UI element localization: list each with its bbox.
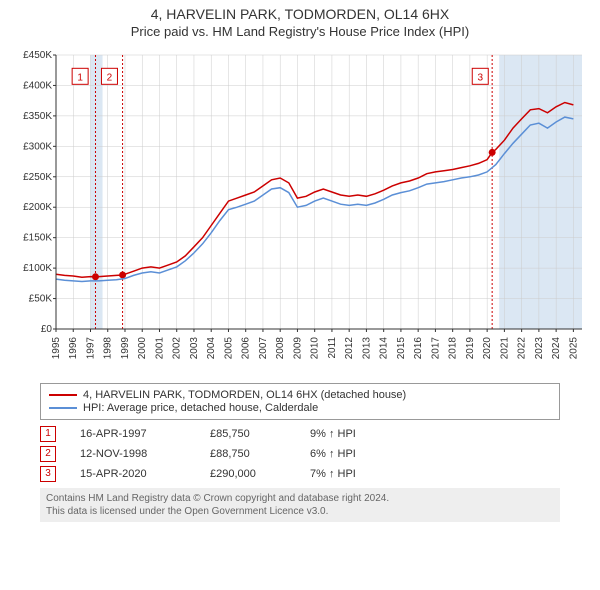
x-tick-label: 2016 [413,337,424,360]
chart-marker-num: 1 [77,72,83,83]
x-tick-label: 2015 [396,337,407,360]
x-tick-label: 2021 [499,337,510,360]
y-tick-label: £250K [23,172,52,183]
x-tick-label: 2012 [344,337,355,360]
legend-label: 4, HARVELIN PARK, TODMORDEN, OL14 6HX (d… [83,389,406,401]
x-tick-label: 2005 [223,337,234,360]
sale-dot [489,149,496,156]
marker-row: 2 12-NOV-1998£88,7506% ↑ HPI [40,444,560,464]
marker-delta: 7% ↑ HPI [310,468,430,480]
marker-badge: 2 [40,446,56,462]
y-tick-label: £400K [23,80,52,91]
x-tick-label: 2006 [241,337,252,360]
chart-svg: £0 £50K £100K £150K £200K £250K £300K £350K £400… [10,47,590,377]
attribution: Contains HM Land Registry data © Crown c… [40,488,560,522]
x-tick-label: 2010 [310,337,321,360]
x-tick-label: 2025 [568,337,579,360]
marker-price: £290,000 [210,468,310,480]
x-tick-label: 2019 [465,337,476,360]
legend-swatch [49,394,77,396]
chart-marker-num: 2 [107,72,113,83]
y-tick-label: £450K [23,50,52,61]
legend-item: 4, HARVELIN PARK, TODMORDEN, OL14 6HX (d… [49,389,551,401]
x-tick-label: 2004 [206,337,217,360]
x-tick-label: 2008 [275,337,286,360]
legend-label: HPI: Average price, detached house, Cald… [83,402,318,414]
x-tick-label: 2017 [430,337,441,360]
sale-dot [119,271,126,278]
x-tick-label: 1995 [51,337,62,360]
marker-row: 3 15-APR-2020£290,0007% ↑ HPI [40,464,560,484]
x-tick-label: 2002 [172,337,183,360]
x-tick-label: 2001 [154,337,165,360]
x-tick-label: 2013 [361,337,372,360]
y-tick-label: £50K [29,294,53,305]
x-tick-label: 2023 [534,337,545,360]
x-tick-label: 1997 [85,337,96,360]
x-tick-label: 2000 [137,337,148,360]
y-tick-label: £0 [41,324,53,335]
sale-dot [92,273,99,280]
legend: 4, HARVELIN PARK, TODMORDEN, OL14 6HX (d… [40,383,560,420]
y-tick-label: £300K [23,141,52,152]
page-title: 4, HARVELIN PARK, TODMORDEN, OL14 6HX [0,6,600,22]
marker-delta: 6% ↑ HPI [310,448,430,460]
x-tick-label: 2003 [189,337,200,360]
shaded-band [499,55,582,329]
y-tick-label: £100K [23,263,52,274]
x-tick-label: 2020 [482,337,493,360]
x-tick-label: 2022 [517,337,528,360]
x-tick-label: 1999 [120,337,131,360]
chart-marker-num: 3 [477,72,483,83]
marker-price: £85,750 [210,428,310,440]
page-subtitle: Price paid vs. HM Land Registry's House … [0,24,600,39]
marker-row: 1 16-APR-1997£85,7509% ↑ HPI [40,424,560,444]
y-tick-label: £350K [23,111,52,122]
x-tick-label: 2011 [327,337,338,359]
legend-swatch [49,407,77,409]
marker-date: 12-NOV-1998 [80,448,210,460]
marker-date: 15-APR-2020 [80,468,210,480]
attribution-line: This data is licensed under the Open Gov… [46,505,554,518]
marker-delta: 9% ↑ HPI [310,428,430,440]
title-block: 4, HARVELIN PARK, TODMORDEN, OL14 6HX Pr… [0,0,600,41]
y-tick-label: £200K [23,202,52,213]
marker-date: 16-APR-1997 [80,428,210,440]
x-tick-label: 2014 [379,337,390,360]
x-tick-label: 1998 [103,337,114,360]
x-tick-label: 2009 [292,337,303,360]
x-tick-label: 2024 [551,337,562,360]
marker-badge: 3 [40,466,56,482]
sale-markers-table: 1 16-APR-1997£85,7509% ↑ HPI 2 12-NOV-1998£… [40,424,560,484]
attribution-line: Contains HM Land Registry data © Crown c… [46,492,554,505]
y-tick-label: £150K [23,233,52,244]
price-chart: £0 £50K £100K £150K £200K £250K £300K £350K £400… [10,47,590,377]
legend-item: HPI: Average price, detached house, Cald… [49,402,551,414]
x-tick-label: 2007 [258,337,269,360]
shaded-band [90,55,102,329]
x-tick-label: 2018 [448,337,459,360]
marker-price: £88,750 [210,448,310,460]
x-tick-label: 1996 [68,337,79,360]
marker-badge: 1 [40,426,56,442]
